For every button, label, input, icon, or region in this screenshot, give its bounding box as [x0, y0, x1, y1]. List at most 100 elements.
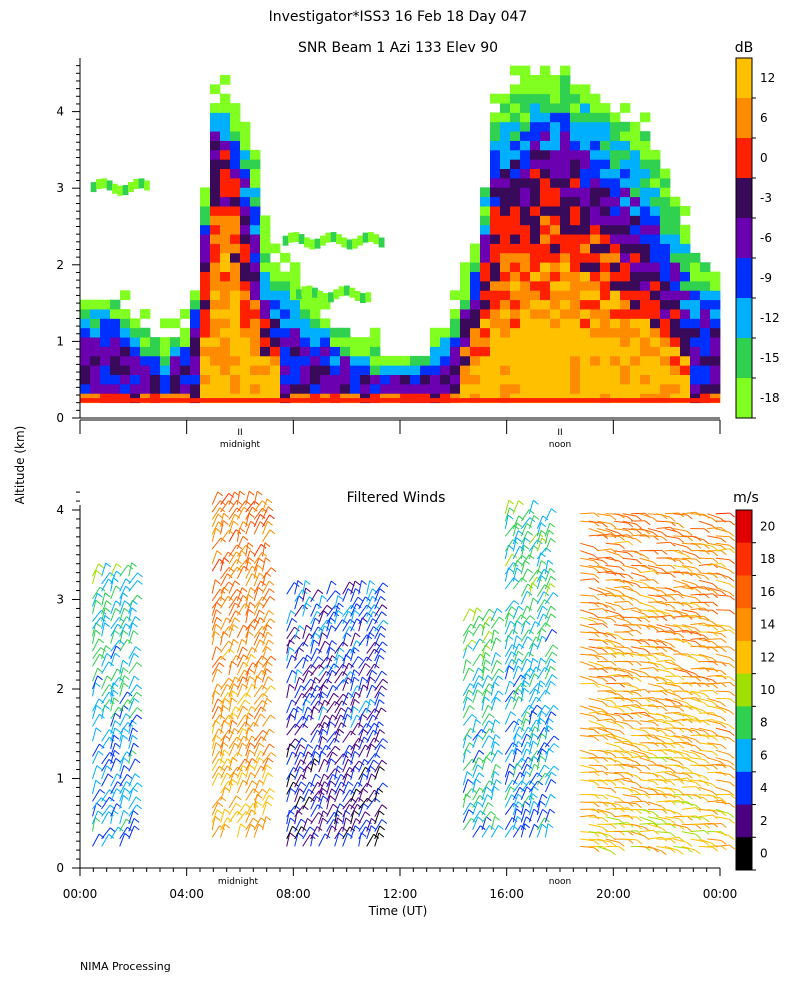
wind-barb-flag — [524, 545, 529, 549]
wind-barb-flag — [135, 774, 140, 778]
wind-barb — [716, 676, 730, 677]
snr-cell — [250, 159, 260, 169]
snr-cell — [630, 169, 640, 179]
wind-barb-flag — [488, 803, 493, 807]
wind-barb-flag — [628, 601, 633, 605]
wind-barb-flag — [267, 662, 272, 666]
wind-barb-flag — [730, 804, 735, 808]
wind-barb-flag — [137, 715, 142, 719]
snr-cell — [510, 375, 520, 385]
wind-barb — [129, 774, 135, 787]
wind-barb-flag — [346, 818, 351, 822]
wind-barb — [699, 676, 713, 680]
snr-cell — [310, 356, 320, 366]
wind-barb-flag — [253, 818, 258, 822]
wind-barb-flag — [249, 558, 254, 562]
wind-barb-flag — [98, 676, 103, 680]
wind-barb-flag — [721, 702, 726, 706]
snr-cell — [640, 178, 650, 188]
snr-cell — [570, 187, 580, 197]
wind-barb-flag — [305, 581, 310, 585]
wind-barb — [221, 809, 225, 823]
snr-cell — [620, 365, 630, 375]
wind-barb — [716, 549, 730, 551]
wind-barb — [129, 595, 137, 606]
snr-y-tick-label: 4 — [56, 105, 64, 119]
snr-cell — [710, 318, 720, 328]
snr-cell — [610, 225, 620, 235]
snr-cell — [470, 253, 480, 263]
wind-barb-flag — [138, 573, 143, 577]
snr-cell — [570, 253, 580, 263]
wind-barb-flag — [363, 789, 368, 793]
snr-cell — [440, 356, 450, 366]
wind-barb-flag — [223, 742, 228, 746]
wind-barb — [491, 676, 498, 688]
snr-cell — [550, 178, 560, 188]
wind-barb-flag — [496, 697, 501, 701]
wind-barb-flag — [354, 648, 359, 652]
wind-barb-flag — [99, 564, 104, 568]
wind-barb — [707, 795, 721, 799]
snr-cell — [120, 384, 130, 394]
snr-aloft-cell — [315, 239, 321, 249]
snr-cell — [140, 309, 150, 319]
snr-cell — [610, 131, 620, 141]
snr-cell — [550, 337, 560, 347]
wind-barb — [311, 724, 319, 736]
wind-barb — [359, 798, 368, 809]
wind-barb-flag — [354, 610, 359, 614]
snr-cell — [210, 234, 220, 244]
wind-barb — [513, 758, 521, 769]
snr-cell — [120, 365, 130, 375]
wind-barb-flag — [330, 647, 335, 651]
wind-barb-flag — [620, 596, 625, 600]
wind-barb — [716, 513, 730, 514]
snr-cell — [240, 309, 250, 319]
snr-cell — [280, 318, 290, 328]
wind-barb-flag — [594, 561, 599, 565]
wind-barb-flag — [730, 738, 735, 742]
snr-cell — [570, 94, 580, 104]
snr-colorbar-label: -18 — [760, 391, 780, 405]
wind-barb-flag — [525, 824, 530, 828]
snr-cell — [150, 347, 160, 357]
snr-cell — [510, 150, 520, 160]
wind-barb — [287, 583, 295, 595]
wind-barb-flag — [611, 701, 616, 705]
snr-cell — [470, 337, 480, 347]
wind-barb-flag — [696, 559, 701, 563]
snr-aloft-cell — [112, 184, 118, 194]
snr-cell — [530, 206, 540, 216]
wind-barb-flag — [678, 652, 683, 656]
wind-barb-flag — [96, 600, 101, 604]
wind-barb-flag — [662, 751, 667, 755]
wind-barb-flag — [628, 626, 633, 630]
winds-noon-label: noon — [549, 877, 571, 887]
snr-aloft-cell — [352, 239, 358, 249]
wind-barb-flag — [541, 658, 546, 662]
wind-barb-flag — [730, 521, 735, 525]
wind-barb-flag — [645, 731, 650, 735]
wind-barb — [212, 492, 218, 505]
snr-cell — [230, 141, 240, 151]
snr-cell — [410, 356, 420, 366]
snr-cell — [600, 215, 610, 225]
snr-cell — [540, 159, 550, 169]
snr-cell — [120, 318, 130, 328]
snr-cell — [220, 234, 230, 244]
wind-barb-flag — [250, 743, 255, 747]
wind-barb — [699, 610, 713, 611]
wind-barb — [690, 536, 703, 540]
wind-barb — [665, 662, 678, 666]
wind-barb — [311, 730, 318, 742]
wind-barb-flag — [730, 677, 735, 681]
snr-cell — [610, 178, 620, 188]
snr-cell — [500, 365, 510, 375]
wind-barb-flag — [540, 681, 545, 685]
snr-cell — [560, 150, 570, 160]
wind-barb-flag — [721, 634, 726, 638]
wind-barb — [246, 619, 255, 630]
snr-cell — [500, 112, 510, 122]
